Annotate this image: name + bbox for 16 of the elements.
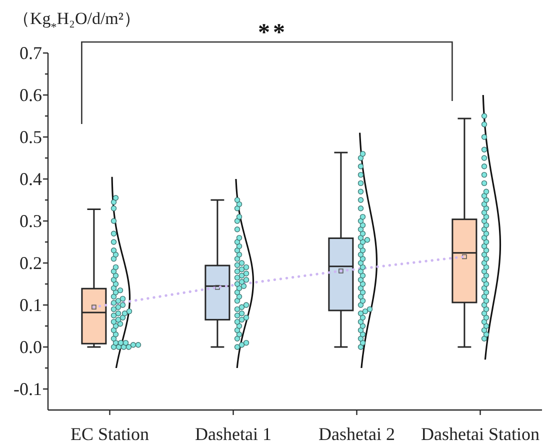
y-tick-label: -0.1 — [14, 379, 42, 399]
x-tick-label: EC Station — [70, 424, 150, 444]
y-tick-label: 0.1 — [20, 295, 42, 315]
x-tick-label: Dashetai 2 — [318, 424, 395, 444]
y-tick-label: 0.3 — [20, 211, 42, 231]
y-tick-label: 0.4 — [20, 169, 42, 189]
x-tick-label: Dashetai Station — [421, 424, 540, 444]
y-tick-label: 0.5 — [20, 127, 42, 147]
y-tick-label: 0.7 — [20, 43, 42, 63]
line-series — [92, 255, 466, 308]
y-tick-label: 0.0 — [20, 337, 42, 357]
y-axis-title: （Kg$_{*}$H₂O/d/m²） — [13, 9, 140, 34]
text: ** — [258, 20, 288, 46]
x-tick-label: Dashetai 1 — [195, 424, 272, 444]
y-tick-label: 0.2 — [20, 253, 42, 273]
y-tick-label: 0.6 — [20, 85, 42, 105]
